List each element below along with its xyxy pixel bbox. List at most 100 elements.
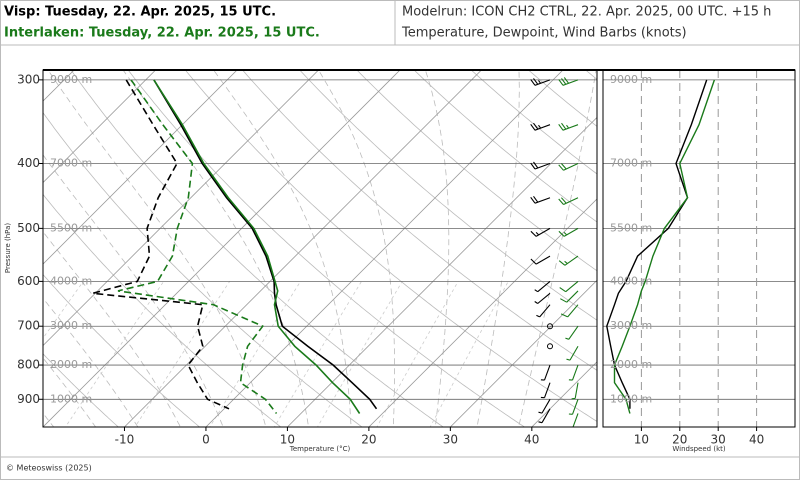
moist-adiabat: [43, 154, 224, 427]
y-tick-label: 600: [17, 274, 40, 288]
mixing-ratio: [376, 281, 459, 427]
wind-barb: [558, 255, 579, 266]
temperature-line: [153, 79, 378, 410]
dewpoint-line: [117, 79, 278, 414]
x-tick-label: 20: [361, 433, 376, 447]
height-label: 1000 m: [610, 392, 652, 405]
mixing-ratio: [273, 281, 362, 427]
wind-barb: [538, 399, 551, 414]
wind-barb: [558, 77, 579, 86]
mixing-ratio: [317, 281, 403, 427]
wind-barb: [534, 292, 551, 304]
x-tick-label: 10: [280, 433, 295, 447]
height-label: 7000 m: [50, 157, 92, 170]
series-label: Visp: Tuesday, 22. Apr. 2025, 15 UTC.: [4, 5, 276, 20]
dry-adiabat: [750, 65, 800, 436]
isotherm-grid: [123, 70, 483, 427]
moist-adiabat: [476, 70, 520, 427]
wind-barb: [558, 227, 579, 237]
dry-adiabat: [299, 70, 597, 321]
x-axis-label: Temperature (°C): [289, 445, 351, 453]
wind-barb: [558, 163, 579, 171]
dry-adiabat: [527, 70, 597, 127]
moist-adiabat: [424, 70, 450, 427]
chart-subtitle: Temperature, Dewpoint, Wind Barbs (knots…: [401, 26, 687, 41]
moist-adiabat: [318, 70, 395, 427]
moist-adiabat: [213, 70, 352, 427]
wind-barb: [565, 325, 579, 340]
y-axis-label: Pressure (hPa): [4, 223, 12, 273]
isotherm: [43, 70, 401, 427]
wind-speed-line: [606, 79, 708, 409]
series-label: Interlaken: Tuesday, 22. Apr. 2025, 15 U…: [4, 26, 320, 41]
mixing-ratio: [134, 281, 231, 427]
chart-title: Modelrun: ICON CH2 CTRL, 22. Apr. 2025, …: [402, 5, 771, 20]
dry-adiabat: [356, 70, 597, 272]
wind-barb: [530, 227, 551, 237]
axes: -10 0 10 20 30 40 300 9000 m 9000 m 400 7000 m 7000…: [17, 69, 796, 447]
wind-barb: [538, 408, 551, 424]
isotherm: [43, 70, 75, 102]
dry-adiabat: [43, 273, 201, 427]
height-label: 5500 m: [50, 221, 92, 234]
y-tick-label: 400: [17, 156, 40, 170]
dry-adiabat: [43, 353, 119, 427]
wind-barb: [536, 304, 551, 318]
y-tick-label: 800: [17, 358, 40, 372]
isotherm: [43, 70, 238, 265]
dry-adiabat: [70, 70, 444, 427]
moist-adiabat: [43, 231, 181, 427]
height-label: 3000 m: [610, 319, 652, 332]
wind-barb: [530, 195, 551, 204]
height-label: 1000 m: [50, 392, 92, 405]
wind-barb: [572, 413, 579, 427]
mixing-ratio: [429, 281, 509, 427]
wind-barb: [540, 382, 551, 399]
dry-adiabat: [43, 193, 282, 427]
x-tick-label: -10: [115, 433, 135, 447]
isotherm-grid: [205, 70, 564, 427]
wind-barb: [530, 255, 551, 265]
skewt-panel: [43, 65, 800, 436]
dry-adiabat: [636, 65, 800, 436]
wind-barb: [568, 364, 579, 381]
dewpoint-line: [92, 79, 230, 410]
isotherm: [43, 70, 320, 347]
wind-barb: [530, 161, 551, 170]
moist-adiabat: [518, 70, 597, 427]
x-tick-label: 40: [524, 433, 539, 447]
wind-barb: [560, 304, 579, 318]
height-label: 3000 m: [50, 319, 92, 332]
wind-barb: [547, 323, 553, 330]
dry-adiabat: [413, 70, 597, 223]
wind-tick-label: 20: [672, 433, 687, 447]
mixing-ratio: [64, 281, 165, 427]
plot-frame: [42, 69, 598, 428]
y-tick-label: 900: [17, 392, 40, 406]
y-tick-label: 700: [17, 319, 40, 333]
height-label: 9000 m: [50, 73, 92, 86]
wind-axis-label: Windspeed (kt): [672, 445, 725, 453]
moist-adiabat: [47, 70, 267, 427]
wind-tick-label: 30: [711, 433, 726, 447]
wind-tick-label: 40: [749, 433, 764, 447]
wind-barb: [566, 346, 579, 361]
moist-adiabat: [43, 297, 139, 427]
moist-adiabat: [122, 70, 310, 427]
wind-barb: [568, 399, 579, 415]
height-label: 5500 m: [610, 221, 652, 234]
dry-adiabat: [127, 70, 526, 427]
wind-barb: [559, 280, 579, 293]
dry-adiabat: [693, 65, 800, 436]
y-tick-label: 300: [17, 72, 40, 86]
dry-adiabat: [242, 70, 597, 371]
height-label: 2000 m: [610, 358, 652, 371]
isotherm-grid: [368, 198, 597, 427]
wind-tick-label: 10: [634, 433, 649, 447]
wind-barb: [558, 122, 579, 131]
mixing-ratio: [43, 281, 84, 339]
x-tick-label: 0: [202, 433, 210, 447]
footer: © Meteoswiss (2025): [6, 464, 92, 473]
wind-barb: [540, 364, 551, 381]
